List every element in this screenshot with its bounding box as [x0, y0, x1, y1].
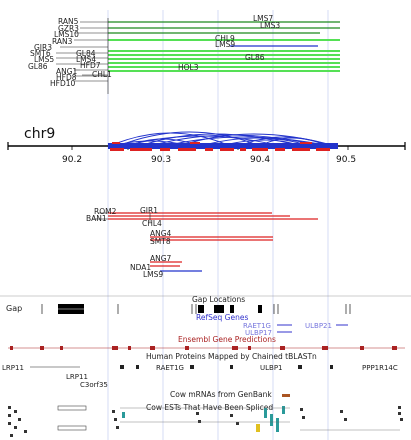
- cow-ests-title: Cow ESTs That Have Been Spliced: [146, 403, 273, 412]
- label-lms3: LMS3: [260, 21, 280, 30]
- label-ran5: RAN5: [58, 17, 79, 26]
- cow-mrnas-title: Cow mRNAs from GenBank: [170, 390, 272, 399]
- label-lms9: LMS9: [143, 270, 163, 279]
- label-lms10: LMS10: [54, 30, 79, 39]
- label-ran3: RAN3: [52, 37, 73, 46]
- browser-panel: Gap Gap Locations RefSeq Genes RAET1G UL…: [0, 295, 411, 437]
- tick-label: 90.3: [151, 155, 171, 165]
- label-chl4: CHL4: [142, 219, 162, 228]
- hp-lrp11: LRP11: [2, 364, 24, 372]
- label-hol3: HOL3: [178, 63, 199, 72]
- gridlines: [107, 10, 329, 440]
- hp-raet1g: RAET1G: [156, 364, 184, 372]
- label-hfd7: HFD7: [80, 61, 101, 70]
- refseq-ulbp21: ULBP21: [305, 322, 332, 330]
- label-gl84: GL84: [76, 49, 96, 58]
- label-lms5: LMS5: [34, 55, 54, 64]
- label-ang7: ANG7: [150, 254, 172, 263]
- label-chl9: CHL9: [215, 34, 235, 43]
- label-hfd8: HFD8: [56, 73, 77, 82]
- label-lms4: LMS4: [76, 55, 96, 64]
- bottom-panel: ROM2 GIR1 BAN1 CHL4 ANG4 SMT8 ANG7 NDA1 …: [86, 206, 318, 279]
- gap-label: Gap: [6, 304, 22, 313]
- label-smt6: SMT6: [30, 49, 51, 58]
- label-gir1: GIR1: [140, 206, 158, 215]
- label-ang4: ANG4: [150, 229, 172, 238]
- label-gl86-left: GL86: [28, 62, 48, 71]
- tick-label: 90.4: [250, 155, 270, 165]
- ensembl-title: Ensembl Gene Predictions: [178, 335, 276, 344]
- refseq-raet1g: RAET1G: [243, 322, 271, 330]
- label-gir3: GIR3: [34, 43, 52, 52]
- label-hfd10: HFD10: [50, 79, 76, 88]
- label-chl1: CHL1: [92, 70, 112, 79]
- label-nda1: NDA1: [130, 263, 151, 272]
- label-rom2: ROM2: [94, 207, 117, 216]
- hp-c3orf35: C3orf35: [80, 381, 108, 389]
- hp-lrp11-2: LRP11: [66, 373, 88, 381]
- label-lms7: LMS7: [253, 14, 273, 23]
- gap-locations-title: Gap Locations: [192, 295, 245, 304]
- chromosome-name: chr9: [24, 126, 55, 142]
- hp-ulbp1: ULBP1: [260, 364, 283, 372]
- tick-label: 90.2: [62, 155, 82, 165]
- label-gl86-right: GL86: [245, 53, 265, 62]
- refseq-title: RefSeq Genes: [196, 313, 248, 322]
- hp-ppp1r14c: PPP1R14C: [362, 364, 398, 372]
- label-lms9: LMS9: [215, 40, 235, 49]
- human-proteins-title: Human Proteins Mapped by Chained tBLASTn: [146, 352, 317, 361]
- label-gzr3: GZR3: [58, 24, 79, 33]
- label-ang1: ANG1: [56, 67, 78, 76]
- refseq-ulbp17: ULBP17: [245, 329, 272, 337]
- label-ban1: BAN1: [86, 214, 107, 223]
- label-smt8: SMT8: [150, 237, 171, 246]
- top-panel: RAN5 GZR3 LMS10 RAN3 GIR3 SMT6 LMS5 GL86…: [28, 14, 340, 94]
- tick-label: 90.5: [336, 155, 356, 165]
- chromosome-axis: chr9: [7, 126, 406, 165]
